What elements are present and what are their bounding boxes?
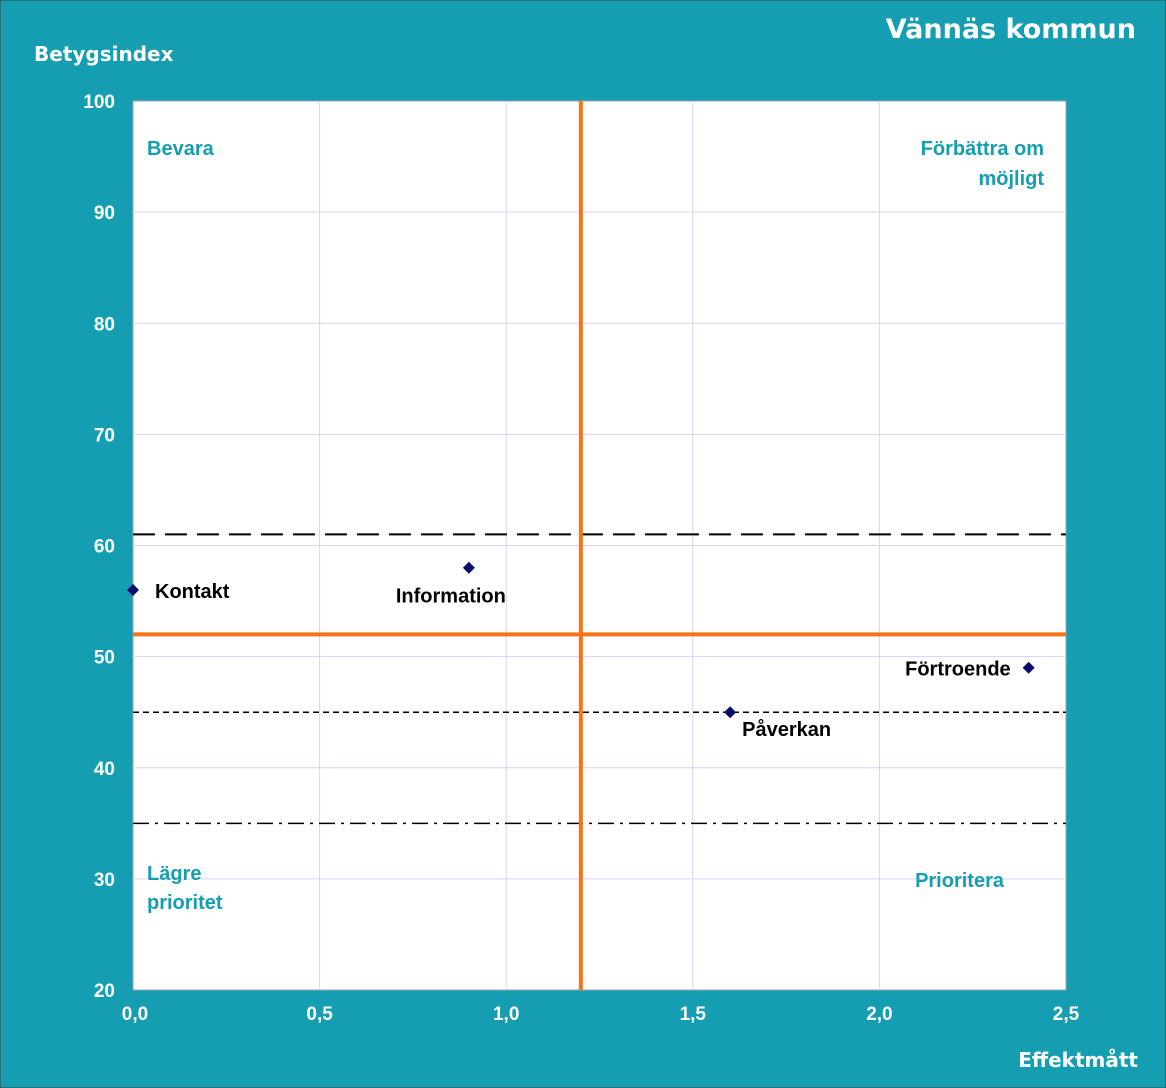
x-axis-label: Effektmått xyxy=(1018,1048,1138,1072)
x-tick-label: 2,5 xyxy=(1053,1004,1080,1025)
y-tick-label: 70 xyxy=(94,425,115,446)
y-tick-label: 30 xyxy=(94,870,115,891)
grid-lines xyxy=(133,101,1066,990)
data-point-label: Kontakt xyxy=(155,581,230,603)
data-point-marker xyxy=(127,583,139,596)
x-tick-label: 1,5 xyxy=(680,1004,707,1025)
y-tick-label: 40 xyxy=(94,759,115,780)
data-point-label: Påverkan xyxy=(742,718,831,741)
quadrant-lines xyxy=(133,101,1066,990)
data-point-label: Förtroende xyxy=(905,659,1011,681)
quadrant-label-forbattra-line2: möjligt xyxy=(978,168,1044,190)
axis-ticks: 20 30 40 50 60 70 80 90 100 0,0 0,5 1,0 1,5 2,0 2,5 xyxy=(83,92,1079,1025)
quadrant-label-forbattra-line1: Förbättra om xyxy=(921,138,1044,160)
y-axis-label: Betygsindex xyxy=(34,42,174,66)
data-point-marker xyxy=(724,706,737,719)
y-tick-label: 80 xyxy=(94,314,115,335)
quadrant-label-lagre-line2: prioritet xyxy=(147,892,223,914)
x-tick-label: 0,5 xyxy=(306,1004,333,1025)
data-points: Kontakt Information Påverkan Förtroende xyxy=(127,561,1035,741)
y-tick-label: 60 xyxy=(94,537,115,558)
data-point-label: Information xyxy=(396,586,506,608)
chart-title: Vännäs kommun xyxy=(885,14,1136,45)
y-tick-label: 100 xyxy=(83,92,115,113)
x-tick-label: 0,0 xyxy=(122,1004,148,1025)
x-tick-label: 2,0 xyxy=(866,1004,892,1025)
reference-lines xyxy=(133,533,1066,825)
quadrant-label-lagre-line1: Lägre xyxy=(147,863,201,885)
data-point-marker xyxy=(462,561,475,574)
y-tick-label: 20 xyxy=(94,981,115,1002)
y-tick-label: 50 xyxy=(94,648,115,669)
x-tick-label: 1,0 xyxy=(493,1004,519,1025)
quadrant-label-prioritera: Prioritera xyxy=(915,870,1005,892)
quadrant-label-bevara: Bevara xyxy=(147,138,215,160)
y-tick-label: 90 xyxy=(94,203,115,224)
data-point-marker xyxy=(1022,661,1035,674)
